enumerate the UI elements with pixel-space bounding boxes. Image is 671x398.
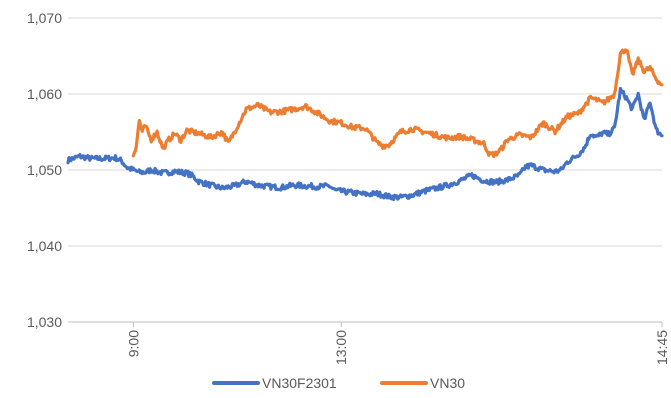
legend-label: VN30 (430, 375, 465, 391)
y-tick-label: 1,040 (27, 238, 62, 254)
y-tick-label: 1,030 (27, 314, 62, 330)
series-lines (66, 48, 664, 202)
series-line-vn30f2301 (66, 86, 664, 202)
x-tick-label: 9:00 (125, 330, 141, 357)
y-axis-ticks: 1,030 1,040 1,050 1,060 1,070 (27, 10, 62, 330)
series-line-vn30 (131, 48, 664, 159)
legend: VN30F2301 VN30 (212, 375, 465, 391)
y-tick-label: 1,060 (27, 86, 62, 102)
x-tick-label: 13:00 (333, 330, 349, 365)
legend-label: VN30F2301 (262, 375, 337, 391)
y-tick-label: 1,050 (27, 162, 62, 178)
x-axis-ticks: 9:00 13:00 14:45 (125, 322, 670, 365)
y-tick-label: 1,070 (27, 10, 62, 26)
x-tick-label: 14:45 (654, 330, 670, 365)
